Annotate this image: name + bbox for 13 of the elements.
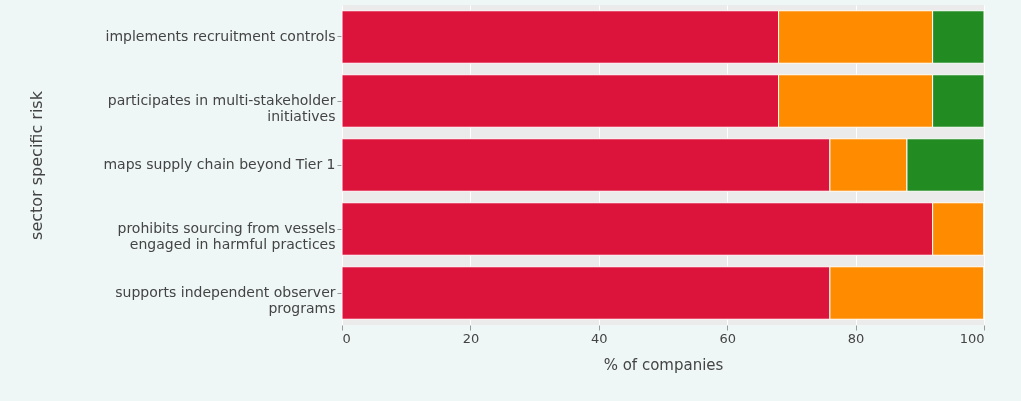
x-tick-label: 0 [342, 330, 351, 346]
y-axis-title: sector specific risk [26, 90, 46, 240]
x-axis-title: % of companies [603, 355, 724, 374]
x-tick-label: 20 [462, 330, 480, 346]
x-tick-label: 60 [719, 330, 736, 346]
y-tick-label: participates in multi-stakeholder initiatives [107, 92, 336, 124]
y-tick-label: implements recruitment controls [105, 28, 336, 44]
x-tick-label: 100 [959, 330, 985, 346]
y-tick-label: maps supply chain beyond Tier 1 [103, 156, 336, 172]
x-tick-label: 80 [847, 330, 865, 346]
y-tick-label: prohibits sourcing from vessels engaged in harmful practices [117, 220, 336, 252]
x-tick-label: 40 [591, 330, 608, 346]
y-tick-label: supports independent observer programs [115, 284, 336, 316]
